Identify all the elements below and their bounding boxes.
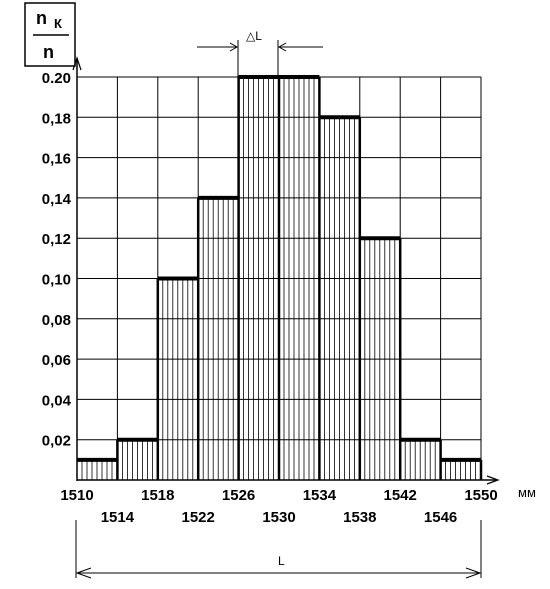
x-tick-label: 1538 xyxy=(343,509,376,526)
y-tick-label: 0,12 xyxy=(42,231,71,248)
bin-width-label: △L xyxy=(246,29,262,43)
bin-width-dimension: △L xyxy=(197,29,323,77)
x-tick-label: 1542 xyxy=(384,487,417,504)
y-axis-arrowhead xyxy=(72,56,82,71)
x-unit-label: мм xyxy=(518,485,536,500)
y-axis-label: n К n xyxy=(24,2,76,67)
y-tick-label: 0,04 xyxy=(42,392,72,409)
y-label-denominator: n xyxy=(43,42,54,62)
x-tick-label: 1526 xyxy=(222,487,255,504)
range-dimension: L xyxy=(75,520,482,579)
bars xyxy=(77,75,483,480)
range-arrowhead-left xyxy=(75,567,92,579)
y-tick-label: 0,14 xyxy=(42,191,72,208)
axes xyxy=(72,56,500,485)
y-tick-label: 0,18 xyxy=(42,110,71,127)
x-axis-arrowhead xyxy=(486,475,500,485)
y-tick-label: 0,10 xyxy=(42,272,71,289)
x-tick-label: 1550 xyxy=(464,487,497,504)
x-tick-label: 1518 xyxy=(141,487,174,504)
y-tick-label: 0,08 xyxy=(42,312,71,329)
bin-width-arrowhead-right xyxy=(277,42,287,52)
y-label-numerator-subscript: К xyxy=(54,16,62,31)
x-tick-label: 1546 xyxy=(424,509,457,526)
y-label-numerator: n xyxy=(36,8,47,28)
range-label: L xyxy=(278,554,285,568)
y-tick-label: 0,06 xyxy=(42,352,71,369)
range-arrowhead-right xyxy=(465,567,482,579)
y-tick-labels: 0,02 0,04 0,06 0,08 0,10 0,12 0,14 0,16 0,18 0.20 xyxy=(42,70,72,450)
x-tick-label: 1510 xyxy=(60,487,93,504)
bin-width-arrowhead-left xyxy=(229,42,239,52)
y-label-frame xyxy=(24,2,76,67)
x-tick-label: 1530 xyxy=(262,509,295,526)
y-tick-label: 0.20 xyxy=(42,70,71,87)
x-tick-label: 1514 xyxy=(101,509,135,526)
x-tick-label: 1534 xyxy=(303,487,337,504)
x-tick-labels: 1510 1514 1518 1522 1526 1530 1534 1538 1542 1546… xyxy=(60,487,497,526)
bar-hatching xyxy=(81,77,477,480)
x-tick-label: 1522 xyxy=(182,509,215,526)
y-tick-label: 0,02 xyxy=(42,433,71,450)
y-tick-label: 0,16 xyxy=(42,151,71,168)
